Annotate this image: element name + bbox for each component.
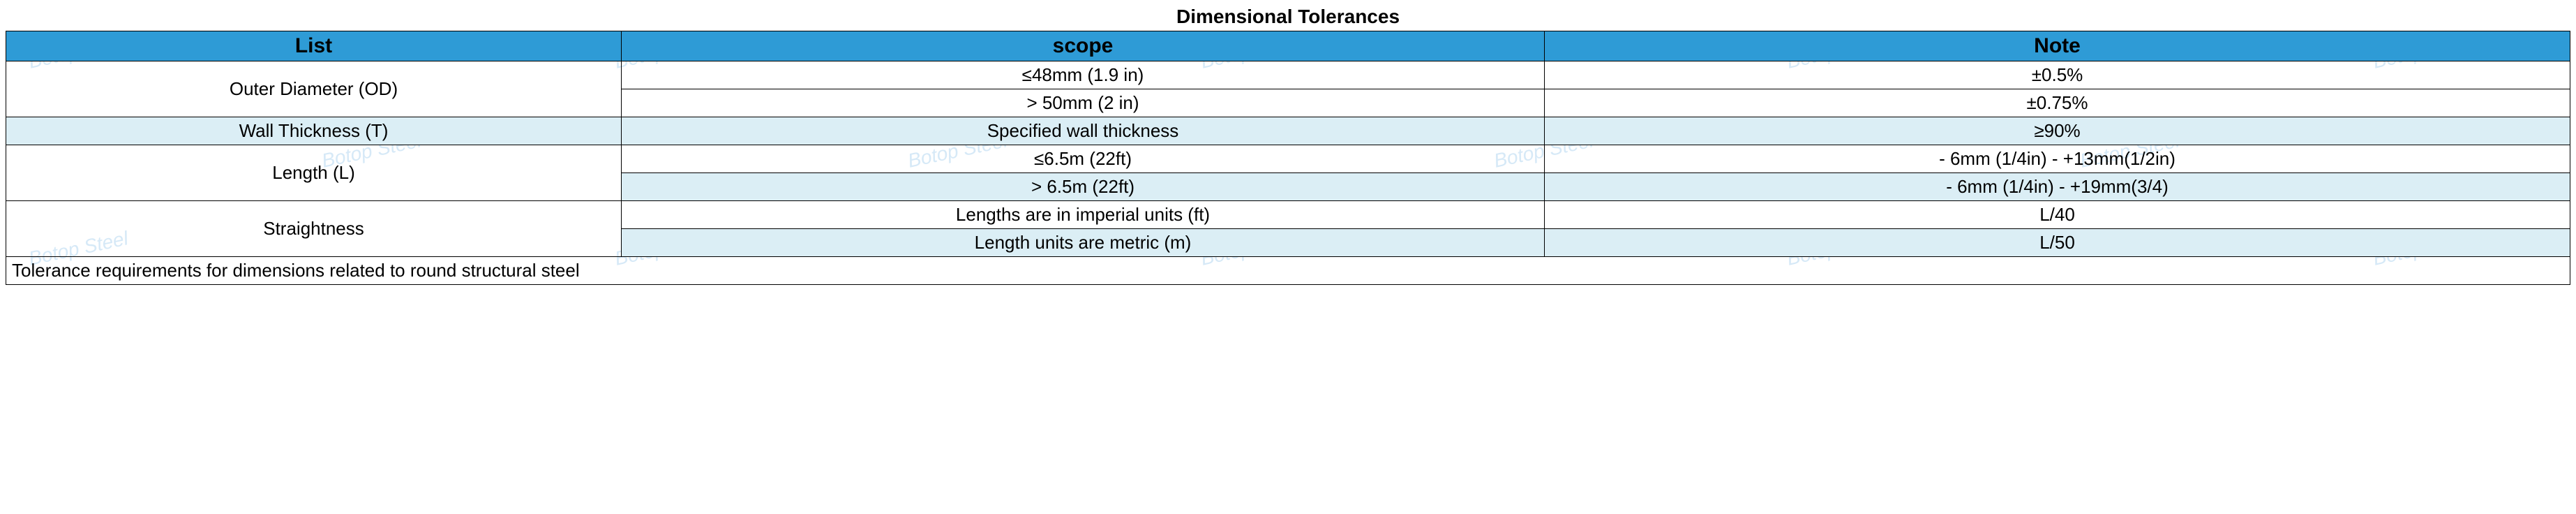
- table-cell: Length (L): [6, 145, 622, 201]
- table-cell: - 6mm (1/4in) - +13mm(1/2in): [1545, 145, 2570, 173]
- table-footer: Tolerance requirements for dimensions re…: [6, 257, 2570, 285]
- table-cell: Straightness: [6, 201, 622, 257]
- table-cell: ≤48mm (1.9 in): [622, 61, 1545, 89]
- table-cell: L/40: [1545, 201, 2570, 229]
- table-container: Dimensional Tolerances List scope Note O…: [6, 6, 2570, 285]
- table-header-row: List scope Note: [6, 31, 2570, 61]
- table-cell: ≥90%: [1545, 117, 2570, 145]
- table-cell: Wall Thickness (T): [6, 117, 622, 145]
- table-title: Dimensional Tolerances: [6, 6, 2570, 31]
- table-row: Outer Diameter (OD)≤48mm (1.9 in)±0.5%: [6, 61, 2570, 89]
- table-cell: ±0.5%: [1545, 61, 2570, 89]
- table-cell: Outer Diameter (OD): [6, 61, 622, 117]
- table-cell: Specified wall thickness: [622, 117, 1545, 145]
- table-cell: ±0.75%: [1545, 89, 2570, 117]
- table-row: StraightnessLengths are in imperial unit…: [6, 201, 2570, 229]
- table-body: Outer Diameter (OD)≤48mm (1.9 in)±0.5%> …: [6, 61, 2570, 257]
- col-header-scope: scope: [622, 31, 1545, 61]
- table-footer-row: Tolerance requirements for dimensions re…: [6, 257, 2570, 285]
- col-header-list: List: [6, 31, 622, 61]
- col-header-note: Note: [1545, 31, 2570, 61]
- table-row: Length (L)≤6.5m (22ft)- 6mm (1/4in) - +1…: [6, 145, 2570, 173]
- table-cell: ≤6.5m (22ft): [622, 145, 1545, 173]
- table-cell: - 6mm (1/4in) - +19mm(3/4): [1545, 173, 2570, 201]
- table-cell: > 6.5m (22ft): [622, 173, 1545, 201]
- table-row: Wall Thickness (T)Specified wall thickne…: [6, 117, 2570, 145]
- table-cell: Lengths are in imperial units (ft): [622, 201, 1545, 229]
- table-cell: Length units are metric (m): [622, 229, 1545, 257]
- table-cell: > 50mm (2 in): [622, 89, 1545, 117]
- tolerances-table: List scope Note Outer Diameter (OD)≤48mm…: [6, 31, 2570, 285]
- table-cell: L/50: [1545, 229, 2570, 257]
